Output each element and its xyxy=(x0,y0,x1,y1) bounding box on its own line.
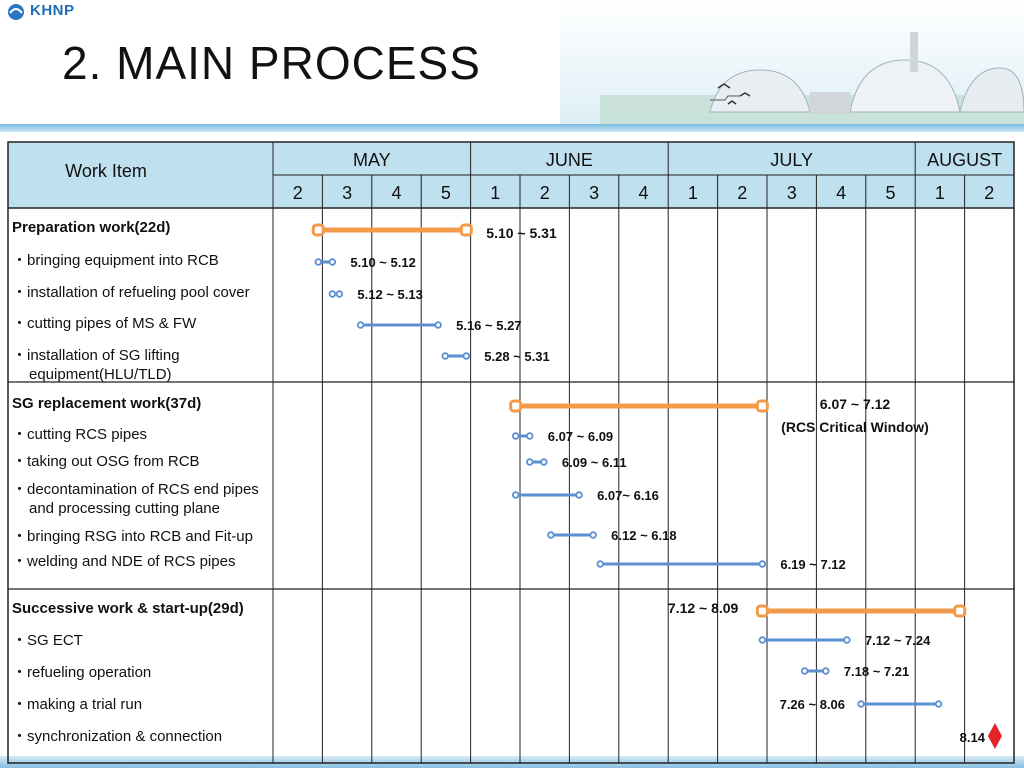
task-bar-start-cap xyxy=(547,531,555,539)
header-stripe xyxy=(0,124,1024,132)
phase-bar-start-cap xyxy=(311,223,325,237)
task-bar-start-cap xyxy=(800,667,809,675)
task-bar-start-cap xyxy=(526,458,534,466)
khnp-logo-text: KHNP xyxy=(30,2,75,19)
week-label: 3 xyxy=(787,183,797,203)
group-title: Successive work & start-up(29d) xyxy=(12,600,244,617)
task-bar-end-cap xyxy=(758,560,767,568)
month-label: JUNE xyxy=(546,150,593,170)
phase-bar-start-cap xyxy=(509,399,523,413)
week-label: 2 xyxy=(737,183,747,203)
task-name: ・refueling operation xyxy=(12,664,151,681)
month-label: JULY xyxy=(770,150,813,170)
phase-date-label: 7.12 ~ 8.09 xyxy=(668,600,739,616)
group-title: Preparation work(22d) xyxy=(12,219,170,236)
week-label: 1 xyxy=(688,183,698,203)
task-name: ・SG ECT xyxy=(12,632,83,649)
task-bar-end-cap xyxy=(462,352,471,360)
task-bar-end-cap xyxy=(434,321,442,329)
task-bar-start-cap xyxy=(596,560,604,568)
phase-bar-end-cap xyxy=(953,604,967,618)
month-label: AUGUST xyxy=(927,150,1002,170)
task-date-label: 7.18 ~ 7.21 xyxy=(844,664,909,679)
task-name: ・bringing equipment into RCB xyxy=(12,252,219,269)
task-bar-start-cap xyxy=(314,258,322,266)
task-date-label: 7.12 ~ 7.24 xyxy=(865,633,931,648)
task-bar-start-cap xyxy=(511,432,520,440)
task-bar-end-cap xyxy=(540,458,548,466)
task-name: ・installation of SG lifting xyxy=(12,347,180,364)
phase-note-label: (RCS Critical Window) xyxy=(781,419,929,435)
task-name: ・installation of refueling pool cover xyxy=(12,284,250,301)
task-date-label: 6.07 ~ 6.09 xyxy=(548,429,613,444)
task-date-label: 5.28 ~ 5.31 xyxy=(484,349,549,364)
week-label: 1 xyxy=(935,183,945,203)
khnp-logo xyxy=(8,4,24,20)
month-label: MAY xyxy=(353,150,391,170)
task-name: ・bringing RSG into RCB and Fit-up xyxy=(12,528,253,545)
task-bar-start-cap xyxy=(758,636,767,644)
task-name-continued: equipment(HLU/TLD) xyxy=(29,366,172,383)
task-date-label: 5.10 ~ 5.12 xyxy=(350,255,415,270)
task-name: ・making a trial run xyxy=(12,696,142,713)
week-label: 4 xyxy=(638,183,648,203)
phase-bar-end-cap xyxy=(755,399,769,413)
task-date-label: 6.19 ~ 7.12 xyxy=(780,557,845,572)
task-bar-end-cap xyxy=(526,432,534,440)
week-label: 5 xyxy=(885,183,895,203)
week-label: 2 xyxy=(293,183,303,203)
task-name-continued: and processing cutting plane xyxy=(29,500,220,517)
task-name: ・synchronization & connection xyxy=(12,728,222,745)
phase-bar-start-cap xyxy=(755,604,769,618)
work-item-header: Work Item xyxy=(65,161,147,181)
task-date-label: 6.07~ 6.16 xyxy=(597,488,659,503)
task-name: ・taking out OSG from RCB xyxy=(12,453,200,470)
task-bar-end-cap xyxy=(335,290,344,298)
task-bar-end-cap xyxy=(589,531,597,539)
task-bar-end-cap xyxy=(575,491,583,499)
task-bar-start-cap xyxy=(857,700,865,708)
task-bar-start-cap xyxy=(328,290,337,298)
task-bar-start-cap xyxy=(441,352,449,360)
task-bar-end-cap xyxy=(328,258,337,266)
task-bar-end-cap xyxy=(822,667,830,675)
page-title: 2. MAIN PROCESS xyxy=(62,37,481,89)
task-name: ・cutting RCS pipes xyxy=(12,426,147,443)
phase-date-label: 6.07 ~ 7.12 xyxy=(820,396,891,412)
task-date-label: 6.09 ~ 6.11 xyxy=(562,455,627,470)
task-name: ・welding and NDE of RCS pipes xyxy=(12,553,235,570)
week-label: 2 xyxy=(984,183,994,203)
task-bar-start-cap xyxy=(511,491,520,499)
week-label: 3 xyxy=(342,183,352,203)
week-label: 1 xyxy=(490,183,500,203)
task-date-label: 5.12 ~ 5.13 xyxy=(357,287,422,302)
task-date-label: 5.16 ~ 5.27 xyxy=(456,318,521,333)
milestone-diamond xyxy=(987,723,1002,749)
task-date-label: 7.26 ~ 8.06 xyxy=(780,697,845,712)
task-bar-end-cap xyxy=(843,636,851,644)
week-label: 4 xyxy=(836,183,846,203)
task-bar-end-cap xyxy=(934,700,943,708)
footer-stripe xyxy=(0,756,1024,768)
milestone-date-label: 8.14 xyxy=(960,730,986,745)
task-name: ・cutting pipes of MS & FW xyxy=(12,315,197,332)
power-plant-banner-image xyxy=(560,0,1024,128)
group-title: SG replacement work(37d) xyxy=(12,395,201,412)
task-bar-start-cap xyxy=(356,321,365,329)
phase-bar-end-cap xyxy=(459,223,473,237)
week-label: 2 xyxy=(540,183,550,203)
task-date-label: 6.12 ~ 6.18 xyxy=(611,528,676,543)
phase-date-label: 5.10 ~ 5.31 xyxy=(486,225,557,241)
week-label: 3 xyxy=(589,183,599,203)
week-label: 5 xyxy=(441,183,451,203)
week-label: 4 xyxy=(391,183,401,203)
task-name: ・decontamination of RCS end pipes xyxy=(12,481,259,498)
